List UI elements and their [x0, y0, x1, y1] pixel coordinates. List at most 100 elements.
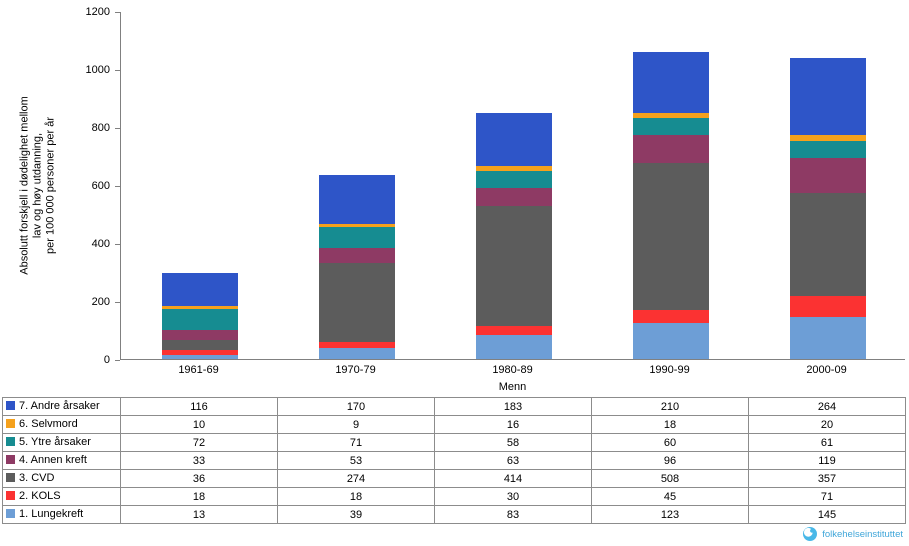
- legend-cell: 3. CVD: [2, 469, 121, 488]
- table-value-cell: 414: [434, 469, 592, 488]
- table-value-cell: 183: [434, 397, 592, 416]
- legend-label: 2. KOLS: [19, 489, 61, 502]
- bar-segment: [632, 135, 709, 163]
- y-tick-mark: [115, 244, 120, 245]
- table-value-cell: 33: [120, 451, 278, 470]
- legend-key-swatch: [6, 473, 15, 483]
- bar-segment: [318, 224, 395, 228]
- category-label: 1961-69: [178, 364, 219, 376]
- table-value-cell: 61: [748, 433, 906, 452]
- y-tick-mark: [115, 302, 120, 303]
- legend-cell: 2. KOLS: [2, 487, 121, 506]
- category-label: 2000-09: [806, 364, 847, 376]
- bar-segment: [632, 310, 709, 324]
- bar-segment: [475, 171, 552, 188]
- y-tick-label: 1000: [85, 64, 110, 76]
- legend-cell: 6. Selvmord: [2, 415, 121, 434]
- y-axis: 0 200 400 600 800 1000 1200: [0, 6, 120, 366]
- bar-segment: [318, 263, 395, 343]
- table-value-cell: 30: [434, 487, 592, 506]
- table-value-cell: 96: [591, 451, 749, 470]
- table-value-cell: 83: [434, 505, 592, 524]
- table-row: 5. Ytre årsaker 72 71 58 60 61: [2, 433, 906, 452]
- y-tick-mark: [115, 12, 120, 13]
- legend-entry: 4. Annen kreft: [6, 454, 87, 466]
- legend-entry: 5. Ytre årsaker: [6, 436, 91, 448]
- table-value-cell: 9: [277, 415, 435, 434]
- category-label: 1990-99: [649, 364, 690, 376]
- legend-cell: 7. Andre årsaker: [2, 397, 121, 416]
- table-row: 6. Selvmord 10 9 16 18 20: [2, 415, 906, 434]
- category-group-label: Menn: [498, 381, 527, 393]
- legend-entry: 1. Lungekreft: [6, 508, 83, 520]
- bar-segment: [632, 112, 709, 118]
- table-value-cell: 264: [748, 397, 906, 416]
- bar-segment: [475, 326, 552, 335]
- y-tick-label: 200: [91, 296, 110, 308]
- bar-segment: [632, 117, 709, 136]
- table-value-cell: 71: [748, 487, 906, 506]
- legend-label: 7. Andre årsaker: [19, 399, 100, 412]
- table-value-cell: 210: [591, 397, 749, 416]
- data-table: 7. Andre årsaker 116 170 183 210 264 6. Selvmo…: [2, 397, 906, 524]
- legend-cell: 1. Lungekreft: [2, 505, 121, 524]
- legend-key-swatch: [6, 419, 15, 429]
- table-value-cell: 18: [120, 487, 278, 506]
- category-label: 1980-89: [492, 364, 533, 376]
- table-value-cell: 123: [591, 505, 749, 524]
- bar-segment: [161, 350, 238, 356]
- bar-segment: [789, 316, 866, 359]
- table-value-cell: 72: [120, 433, 278, 452]
- bar-segment: [789, 192, 866, 297]
- legend-key-swatch: [6, 509, 15, 519]
- bar-segment: [475, 334, 552, 359]
- y-tick-label: 600: [91, 180, 110, 192]
- legend-label: 3. CVD: [19, 471, 55, 484]
- bar-segment: [789, 296, 866, 317]
- y-tick-label: 1200: [85, 6, 110, 18]
- bar-segment: [161, 272, 238, 307]
- bar-segment: [318, 342, 395, 348]
- legend-label: 5. Ytre årsaker: [19, 435, 91, 448]
- y-tick-label: 400: [91, 238, 110, 250]
- bar-segment: [318, 227, 395, 248]
- bar-segment: [632, 323, 709, 359]
- legend-entry: 3. CVD: [6, 472, 54, 484]
- table-value-cell: 63: [434, 451, 592, 470]
- table-value-cell: 36: [120, 469, 278, 488]
- legend-label: 4. Annen kreft: [19, 453, 87, 466]
- table-value-cell: 60: [591, 433, 749, 452]
- table-value-cell: 274: [277, 469, 435, 488]
- bar-segment: [789, 140, 866, 159]
- bar-segment: [789, 134, 866, 141]
- category-label: 1970-79: [335, 364, 376, 376]
- y-tick-label: 800: [91, 122, 110, 134]
- legend-label: 1. Lungekreft: [19, 507, 84, 520]
- bar-segment: [161, 306, 238, 310]
- y-tick-mark: [115, 128, 120, 129]
- bar-segment: [632, 51, 709, 113]
- table-row: 4. Annen kreft 33 53 63 96 119: [2, 451, 906, 470]
- y-tick-mark: [115, 70, 120, 71]
- data-table-body: 7. Andre årsaker 116 170 183 210 264 6. Selvmo…: [2, 397, 906, 524]
- bar-segment: [789, 158, 866, 193]
- y-tick-mark: [115, 186, 120, 187]
- legend-key-swatch: [6, 437, 15, 447]
- y-tick-mark: [115, 360, 120, 361]
- bar-segment: [161, 309, 238, 330]
- bar-segment: [789, 58, 866, 135]
- fhi-logo-icon: [803, 527, 818, 541]
- table-row: 3. CVD 36 274 414 508 357: [2, 469, 906, 488]
- table-value-cell: 170: [277, 397, 435, 416]
- legend-cell: 5. Ytre årsaker: [2, 433, 121, 452]
- table-value-cell: 13: [120, 505, 278, 524]
- table-value-cell: 53: [277, 451, 435, 470]
- bar-segment: [475, 187, 552, 207]
- bar-segment: [161, 330, 238, 340]
- bar-segment: [161, 339, 238, 351]
- bar-segment: [161, 355, 238, 359]
- bar-segment: [475, 206, 552, 327]
- table-value-cell: 18: [591, 415, 749, 434]
- y-tick-label: 0: [103, 354, 110, 366]
